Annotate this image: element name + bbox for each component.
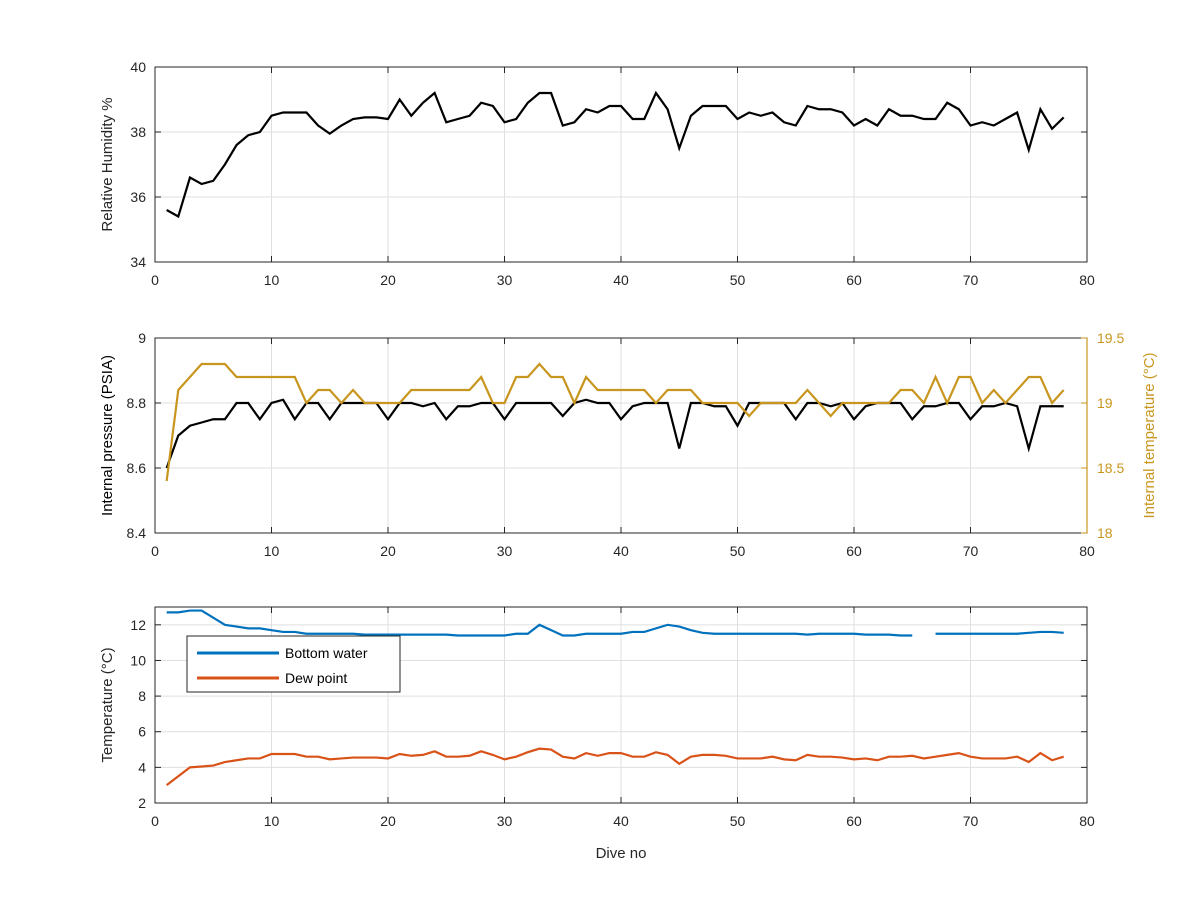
x-tick-label: 40	[613, 543, 629, 559]
x-tick-label: 50	[730, 813, 746, 829]
y-tick-label: 8.4	[127, 525, 147, 541]
y-axis-label: Temperature (°C)	[99, 647, 116, 762]
x-tick-label: 0	[151, 272, 159, 288]
y-tick-label: 8	[138, 688, 146, 704]
chart-panel-2: 0 10 20 30 40 50 60 70 80 8.4 8.6 8.8 9 18 18.5 19 19.5 I…	[99, 330, 1158, 559]
x-tick-label: 70	[963, 813, 979, 829]
x-tick-label: 50	[730, 543, 746, 559]
x-tick-label: 30	[497, 272, 513, 288]
x-tick-label: 60	[846, 543, 862, 559]
right-y-axis-label: Internal temperature (°C)	[1141, 352, 1158, 518]
x-tick-label: 10	[264, 543, 280, 559]
x-tick-label: 0	[151, 543, 159, 559]
x-tick-label: 80	[1079, 813, 1095, 829]
right-y-tick-label: 18	[1097, 525, 1113, 541]
legend: Bottom water Dew point	[186, 635, 401, 693]
right-y-tick-label: 18.5	[1097, 460, 1124, 476]
chart-panel-1: 0 10 20 30 40 50 60 70 80 34 36 38 40 Relative Humidi…	[99, 59, 1095, 288]
x-tick-label: 40	[613, 813, 629, 829]
x-tick-label: 70	[963, 272, 979, 288]
series-line-3-1	[166, 609, 1064, 637]
y-axis-label: Relative Humidity %	[99, 97, 116, 231]
x-axis-label: Dive no	[596, 845, 647, 862]
x-tick-label: 60	[846, 272, 862, 288]
y-tick-label: 38	[130, 124, 146, 140]
y-tick-label: 12	[130, 617, 146, 633]
x-tick-label: 40	[613, 272, 629, 288]
x-tick-label: 50	[730, 272, 746, 288]
x-tick-label: 30	[497, 543, 513, 559]
x-tick-label: 10	[264, 813, 280, 829]
x-tick-label: 0	[151, 813, 159, 829]
y-tick-label: 9	[138, 330, 146, 346]
x-tick-label: 60	[846, 813, 862, 829]
y-tick-label: 36	[130, 189, 146, 205]
legend-label: Bottom water	[285, 645, 368, 661]
y-tick-label: 8.6	[127, 460, 147, 476]
x-tick-label: 20	[380, 813, 396, 829]
series-line-3-2	[165, 747, 1065, 787]
x-tick-label: 30	[497, 813, 513, 829]
y-tick-label: 10	[130, 652, 146, 668]
y-tick-label: 6	[138, 724, 146, 740]
right-y-tick-label: 19	[1097, 395, 1113, 411]
x-tick-label: 80	[1079, 272, 1095, 288]
series-line-2-1	[165, 398, 1064, 469]
series-line-2-2	[165, 362, 1065, 482]
x-tick-label: 20	[380, 543, 396, 559]
right-y-tick-label: 19.5	[1097, 330, 1124, 346]
x-tick-label: 70	[963, 543, 979, 559]
y-tick-label: 8.8	[127, 395, 147, 411]
x-tick-label: 80	[1079, 543, 1095, 559]
legend-label: Dew point	[285, 670, 347, 686]
series-line-1-1	[166, 90, 1065, 219]
legend-box	[186, 635, 401, 693]
y-tick-label: 2	[138, 795, 146, 811]
y-axis-label: Internal pressure (PSIA)	[99, 355, 116, 516]
y-tick-label: 4	[138, 759, 146, 775]
x-tick-label: 20	[380, 272, 396, 288]
y-tick-label: 34	[130, 254, 146, 270]
x-tick-label: 10	[264, 272, 280, 288]
y-tick-label: 40	[130, 59, 146, 75]
chart-panel-3: 0 10 20 30 40 50 60 70 80 2 4 6 8 10 12 Temperature (°C…	[99, 606, 1095, 862]
